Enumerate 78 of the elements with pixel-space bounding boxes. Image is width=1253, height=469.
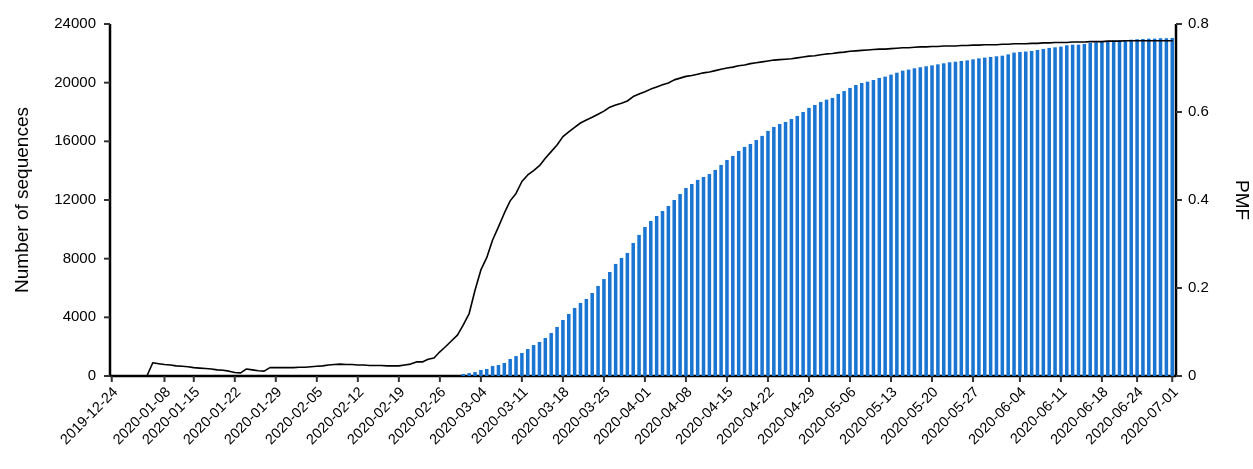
bar <box>1100 41 1104 376</box>
bar <box>842 91 846 376</box>
bar <box>1059 46 1063 376</box>
bar <box>754 140 759 376</box>
bar <box>766 130 770 376</box>
bar <box>602 279 606 376</box>
bar <box>1053 47 1057 376</box>
bar <box>467 373 471 376</box>
y2-tick-label: 0.2 <box>1188 277 1209 295</box>
bar <box>637 234 641 376</box>
bar <box>520 352 524 376</box>
bar <box>930 65 934 376</box>
y2-tick-label: 0.8 <box>1188 13 1209 31</box>
bar <box>549 333 553 376</box>
bar <box>1135 39 1139 376</box>
bar <box>1018 52 1022 376</box>
bar <box>713 169 717 376</box>
bar <box>1147 38 1151 376</box>
y-tick-label: 20000 <box>54 72 96 90</box>
bar <box>596 285 600 376</box>
y-tick-label: 24000 <box>54 13 96 31</box>
bar <box>479 369 483 376</box>
bar <box>684 187 688 376</box>
y-tick-label: 12000 <box>54 189 96 207</box>
bar <box>883 76 887 376</box>
bar <box>731 156 735 376</box>
bar <box>801 112 805 376</box>
y-tick-label: 0 <box>87 365 96 383</box>
bar <box>971 59 975 376</box>
bar <box>508 358 512 376</box>
bar <box>1129 39 1133 376</box>
bar <box>719 164 723 376</box>
bar <box>977 58 981 376</box>
bar <box>725 159 729 376</box>
y-axis-title: Number of sequences <box>11 107 32 293</box>
bar <box>936 64 940 376</box>
bar <box>1047 47 1051 376</box>
bar <box>983 57 987 376</box>
y-tick-label: 4000 <box>62 307 96 325</box>
bar <box>608 272 612 376</box>
bar <box>924 66 928 376</box>
bar <box>1094 42 1098 376</box>
y2-axis-title: PMF <box>1232 179 1253 221</box>
bar <box>1141 38 1145 376</box>
bar <box>1024 51 1028 376</box>
bar <box>1065 45 1069 376</box>
y-tick-label: 8000 <box>62 248 96 266</box>
y2-tick-label: 0.4 <box>1188 189 1209 207</box>
bar <box>760 135 764 376</box>
bar <box>590 292 594 376</box>
bar <box>1106 41 1110 376</box>
bar <box>813 104 817 376</box>
bar <box>690 184 694 376</box>
bar <box>631 242 635 376</box>
bar <box>514 356 518 376</box>
bar <box>678 193 682 376</box>
bar <box>525 349 530 376</box>
bar <box>772 126 776 376</box>
bar <box>1088 42 1092 376</box>
bar <box>561 319 565 376</box>
bar <box>672 200 676 376</box>
bar <box>649 220 653 376</box>
bar <box>895 72 899 376</box>
y2-tick-label: 0.6 <box>1188 101 1209 119</box>
bar <box>555 327 559 376</box>
bar <box>643 226 647 376</box>
bar <box>848 87 852 376</box>
bar <box>965 60 969 376</box>
bar <box>889 74 893 376</box>
bar <box>1012 52 1016 376</box>
bar <box>473 372 477 376</box>
bar <box>1170 37 1174 376</box>
bar <box>1006 54 1010 376</box>
y-tick-label: 16000 <box>54 131 96 149</box>
bar <box>807 107 811 376</box>
bar <box>567 313 571 376</box>
bar <box>854 85 858 376</box>
y2-tick-label: 0 <box>1188 365 1197 383</box>
